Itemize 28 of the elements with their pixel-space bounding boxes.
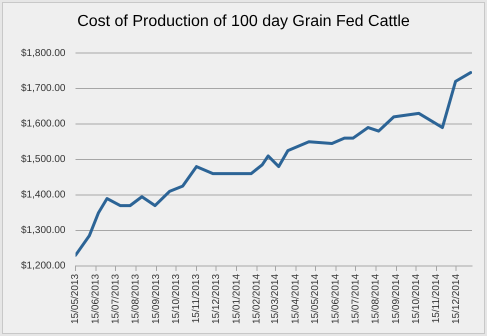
x-tick-label: 15/07/2013 xyxy=(110,274,122,324)
x-tick-label: 15/04/2014 xyxy=(290,274,302,324)
x-tick-label: 15/10/2014 xyxy=(410,274,422,324)
x-tick-label: 15/12/2013 xyxy=(210,274,222,324)
x-tick-label: 15/06/2014 xyxy=(330,274,342,324)
y-tick-label: $1,400.00 xyxy=(20,190,66,201)
x-tick-label: 15/10/2013 xyxy=(170,274,182,324)
x-tick-label: 15/08/2013 xyxy=(130,274,142,324)
x-tick-label: 15/06/2013 xyxy=(90,274,102,324)
x-tick-label: 15/08/2014 xyxy=(370,274,382,324)
chart-title: Cost of Production of 100 day Grain Fed Cattle xyxy=(76,13,411,31)
y-tick-label: $1,600.00 xyxy=(20,118,66,130)
y-tick-label: $1,200.00 xyxy=(20,260,66,272)
x-tick-label: 15/12/2014 xyxy=(450,274,462,324)
y-tick-label: $1,300.00 xyxy=(20,225,66,236)
x-tick-label: 15/09/2013 xyxy=(151,274,162,324)
x-tick-label: 15/09/2014 xyxy=(391,274,402,324)
x-tick-label: 15/07/2014 xyxy=(350,274,362,324)
y-tick-label: $1,800.00 xyxy=(20,48,66,59)
x-tick-label: 15/05/2014 xyxy=(310,274,322,324)
x-tick-label: 15/02/2014 xyxy=(252,274,263,324)
x-tick-label: 15/05/2013 xyxy=(70,274,82,324)
x-tick-label: 15/11/2014 xyxy=(431,274,442,324)
x-tick-label: 15/01/2014 xyxy=(231,274,242,324)
y-tick-label: $1,700.00 xyxy=(20,83,66,94)
y-tick-label: $1,500.00 xyxy=(20,154,66,166)
x-tick-label: 15/03/2014 xyxy=(270,274,282,324)
x-tick-label: 15/11/2013 xyxy=(191,274,202,324)
